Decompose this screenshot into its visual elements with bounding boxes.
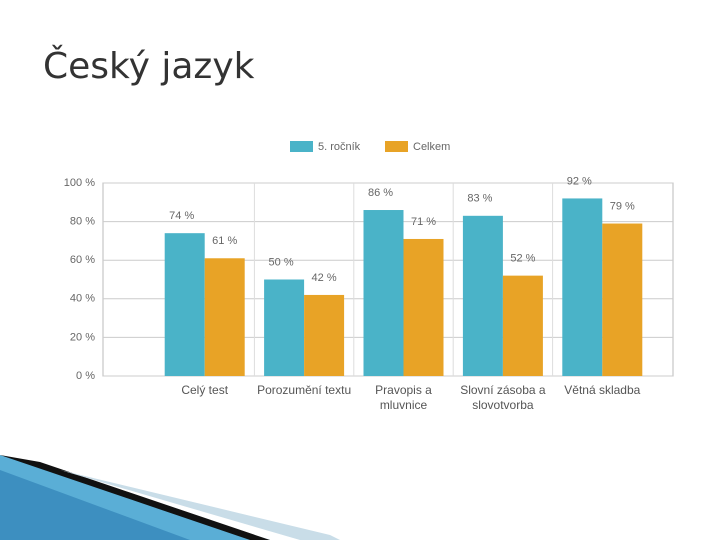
value-label: 52 % — [510, 253, 535, 265]
y-tick-label: 20 % — [70, 331, 95, 343]
slide-title: Český jazyk — [43, 45, 255, 87]
value-label: 74 % — [169, 210, 194, 222]
legend-label: Celkem — [413, 141, 450, 153]
legend-label: 5. ročník — [318, 141, 361, 153]
bar — [204, 258, 245, 376]
bar — [363, 210, 404, 376]
bar — [462, 215, 503, 376]
decoration — [0, 470, 190, 540]
y-tick-label: 40 % — [70, 293, 95, 305]
y-tick-label: 80 % — [70, 216, 95, 228]
y-tick-label: 0 % — [76, 370, 95, 382]
value-label: 79 % — [610, 200, 635, 212]
x-tick-label: Slovní zásoba a slovotvorba — [460, 383, 546, 412]
bar — [264, 279, 305, 376]
bar — [502, 275, 543, 376]
value-label: 92 % — [567, 175, 592, 187]
x-tick-label: Porozumění textu — [257, 383, 352, 397]
bar — [304, 294, 345, 376]
value-label: 50 % — [269, 256, 294, 268]
value-label: 71 % — [411, 216, 436, 228]
y-tick-label: 100 % — [64, 177, 95, 189]
x-tick-label: Větná skladba — [564, 383, 641, 397]
decoration — [0, 455, 270, 540]
y-tick-label: 60 % — [70, 254, 95, 266]
x-tick-label: Pravopis a mluvnice — [375, 383, 432, 412]
legend-swatch — [290, 141, 313, 152]
bar — [164, 233, 205, 376]
bar — [562, 198, 603, 376]
decoration — [60, 470, 340, 540]
legend-swatch — [385, 141, 408, 152]
value-label: 42 % — [312, 272, 337, 284]
x-tick-label: Celý test — [181, 383, 229, 397]
value-label: 61 % — [212, 235, 237, 247]
bar — [602, 223, 643, 376]
bar — [403, 238, 444, 376]
value-label: 83 % — [467, 193, 492, 205]
value-label: 86 % — [368, 187, 393, 199]
